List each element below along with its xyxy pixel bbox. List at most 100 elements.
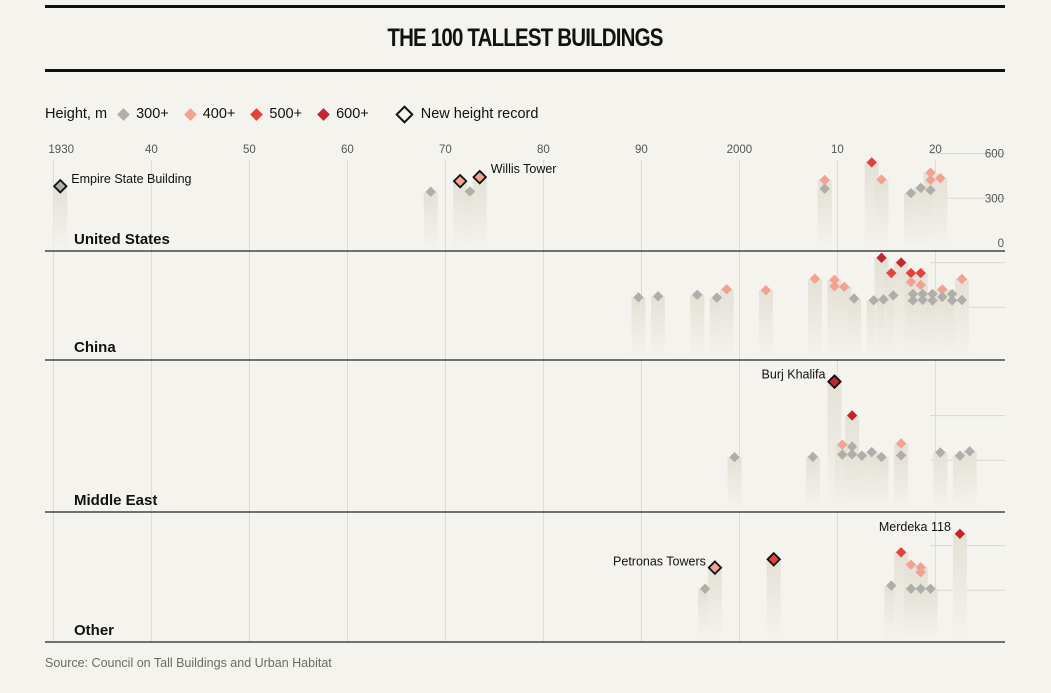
building-diamond xyxy=(472,169,488,185)
building-diamond xyxy=(837,439,848,450)
building-diamond xyxy=(827,374,842,390)
building-diamond xyxy=(729,451,740,463)
building-pillar xyxy=(690,294,705,359)
building-diamond xyxy=(52,178,68,194)
legend-item-500: 500+ xyxy=(250,106,303,122)
building-diamond xyxy=(917,288,928,300)
building-diamond xyxy=(837,449,848,460)
building-pillar xyxy=(758,290,773,359)
building-diamond xyxy=(464,186,476,197)
x-tick-label: 50 xyxy=(243,144,256,156)
building-diamond xyxy=(876,174,887,185)
building-annotation: Burj Khalifa xyxy=(762,368,826,382)
building-annotation: Merdeka 118 xyxy=(879,520,951,534)
building-diamond xyxy=(956,294,968,306)
building-diamond xyxy=(699,583,711,595)
building-diamond xyxy=(809,273,821,284)
building-diamond xyxy=(964,446,975,457)
building-diamond xyxy=(937,284,948,295)
building-pillar xyxy=(805,456,820,511)
building-diamond xyxy=(905,187,917,199)
building-diamond xyxy=(905,276,917,288)
building-diamond xyxy=(452,173,468,189)
building-diamond xyxy=(895,547,907,558)
legend-item-record: New height record xyxy=(386,104,539,124)
building-diamond xyxy=(935,447,946,458)
building-diamond xyxy=(895,257,907,268)
building-pillar xyxy=(707,567,722,641)
legend-item-600: 600+ xyxy=(317,106,369,122)
building-diamond xyxy=(927,288,938,300)
building-diamond xyxy=(925,167,936,178)
building-diamond xyxy=(846,441,858,452)
region-label: United States xyxy=(74,231,170,248)
building-diamond xyxy=(876,451,887,463)
building-pillar xyxy=(933,178,948,250)
title-rule xyxy=(45,69,1005,72)
building-pillar xyxy=(874,179,889,250)
legend-item-300: 300+ xyxy=(117,106,169,122)
building-pillar xyxy=(807,278,822,359)
building-diamond xyxy=(915,182,926,194)
building-pillar xyxy=(423,191,438,250)
building-diamond xyxy=(956,273,968,285)
legend-title: Height, m xyxy=(45,106,108,122)
building-diamond xyxy=(886,580,897,591)
building-pillar xyxy=(472,177,487,250)
building-pillar xyxy=(933,452,948,511)
building-diamond xyxy=(886,267,897,279)
building-diamond xyxy=(652,291,664,302)
building-diamond xyxy=(937,291,948,303)
building-diamond xyxy=(925,174,936,186)
y-tick-label: 300 xyxy=(985,193,1004,205)
region-label: China xyxy=(74,339,116,356)
legend-label-500: 500+ xyxy=(269,106,303,122)
building-diamond xyxy=(954,528,966,540)
building-annotation: Petronas Towers xyxy=(613,555,706,569)
building-pillar xyxy=(923,588,938,641)
building-pillar xyxy=(952,533,967,641)
building-diamond xyxy=(927,295,938,306)
building-diamond xyxy=(954,450,966,461)
building-diamond xyxy=(946,288,958,300)
building-pillar xyxy=(651,296,666,359)
building-pillar xyxy=(766,559,781,641)
building-diamond xyxy=(846,410,858,421)
building-diamond xyxy=(888,290,899,301)
building-diamond xyxy=(935,172,946,184)
building-diamond xyxy=(878,294,889,305)
building-diamond xyxy=(425,186,436,197)
building-diamond xyxy=(905,583,917,595)
building-diamond xyxy=(915,566,926,578)
building-diamond xyxy=(839,281,850,292)
building-diamond xyxy=(819,174,830,186)
building-diamond xyxy=(692,289,703,300)
building-diamond xyxy=(846,449,858,460)
building-diamond xyxy=(848,293,860,304)
building-diamond xyxy=(766,551,782,567)
x-tick-label: 1930 xyxy=(48,144,74,156)
legend-label-400: 400+ xyxy=(202,106,236,122)
building-diamond xyxy=(633,292,644,303)
building-pillar xyxy=(817,188,832,250)
legend-label-600: 600+ xyxy=(336,106,369,122)
legend-item-400: 400+ xyxy=(183,106,236,122)
building-diamond xyxy=(707,560,723,576)
building-diamond xyxy=(915,583,926,595)
building-diamond xyxy=(895,438,907,449)
building-diamond xyxy=(915,267,926,279)
x-tick-label: 70 xyxy=(439,144,452,156)
legend: Height, m 300+ 400+ 500+ 600+ New height… xyxy=(45,104,555,124)
building-diamond xyxy=(876,252,887,264)
building-diamond xyxy=(925,184,936,196)
legend-label-record: New height record xyxy=(420,106,539,122)
building-diamond xyxy=(915,279,926,291)
building-diamond xyxy=(760,284,772,296)
building-diamond xyxy=(946,295,958,306)
top-rule xyxy=(45,5,1005,8)
building-pillar xyxy=(719,289,734,359)
building-diamond xyxy=(866,157,877,168)
building-diamond xyxy=(905,559,917,570)
source-note: Source: Council on Tall Buildings and Ur… xyxy=(45,656,332,670)
building-diamond xyxy=(907,295,919,306)
